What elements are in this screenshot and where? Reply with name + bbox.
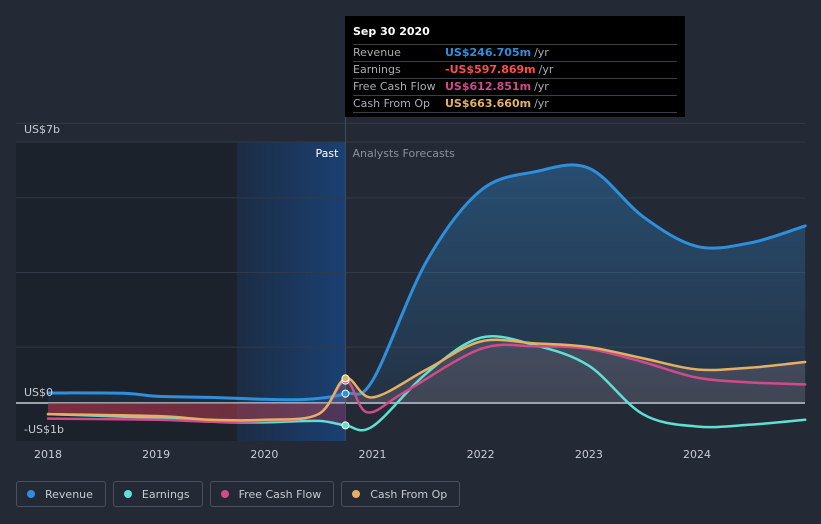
tooltip-label: Free Cash Flow <box>353 80 436 93</box>
legend-label: Revenue <box>45 487 93 501</box>
past-label: Past <box>316 147 340 160</box>
x-tick-label: 2020 <box>250 448 278 461</box>
tooltip-unit: /yr <box>538 63 554 76</box>
y-label-top: US$7b <box>24 123 60 136</box>
tooltip-row-cash-from-op: Cash From Op US$663.660m /yr <box>353 95 677 113</box>
tooltip-value: US$663.660m <box>445 97 532 110</box>
y-label-zero: US$0 <box>24 386 53 399</box>
legend-dot-icon <box>220 490 229 498</box>
legend-dot-icon <box>123 490 132 498</box>
revenue-marker <box>341 389 350 398</box>
legend-item-revenue[interactable]: Revenue <box>16 481 106 507</box>
legend-item-cash-from-op[interactable]: Cash From Op <box>341 481 461 507</box>
tooltip-date: Sep 30 2020 <box>353 25 430 38</box>
legend-dot-icon <box>27 490 35 498</box>
legend-label: Earnings <box>141 487 190 501</box>
x-tick-label: 2018 <box>34 448 62 461</box>
tooltip-row-revenue: Revenue US$246.705m /yr <box>353 44 677 61</box>
y-label-bottom: -US$1b <box>24 423 64 436</box>
legend-label: Cash From Op <box>370 487 448 501</box>
cash-from-op-marker <box>341 374 350 383</box>
tooltip-value: US$612.851m <box>445 80 532 93</box>
hover-tooltip: Sep 30 2020 Revenue US$246.705m /yr Earn… <box>345 16 685 117</box>
revenue-area <box>48 164 806 403</box>
tooltip-unit: /yr <box>534 46 549 59</box>
earnings-marker <box>341 421 350 430</box>
tooltip-label: Cash From Op <box>353 97 431 110</box>
x-tick-label: 2024 <box>683 448 711 461</box>
past-highlight-region <box>237 142 346 441</box>
forecast-label: Analysts Forecasts <box>352 147 455 160</box>
cash-from-op-line <box>46 338 807 422</box>
tooltip-unit: /yr <box>534 97 549 110</box>
legend-dot-icon <box>352 490 361 498</box>
legend-label: Free Cash Flow <box>238 487 322 501</box>
tooltip-value: -US$597.869m <box>445 63 536 76</box>
tooltip-value: US$246.705m <box>445 46 532 59</box>
free-cash-flow-line <box>46 343 807 424</box>
tooltip-row-free-cash-flow: Free Cash Flow US$612.851m /yr <box>353 78 677 95</box>
chart-legend: Revenue Earnings Free Cash Flow Cash Fro… <box>16 481 461 507</box>
tooltip-label: Revenue <box>353 46 401 59</box>
revenue-line <box>46 163 807 402</box>
x-tick-label: 2021 <box>359 448 387 461</box>
tooltip-label: Earnings <box>353 63 401 76</box>
legend-item-free-cash-flow[interactable]: Free Cash Flow <box>209 481 335 507</box>
x-tick-label: 2023 <box>575 448 603 461</box>
tooltip-unit: /yr <box>534 80 549 93</box>
legend-item-earnings[interactable]: Earnings <box>112 481 203 507</box>
tooltip-row-earnings: Earnings -US$597.869m /yr <box>353 61 677 78</box>
x-tick-label: 2019 <box>142 448 170 461</box>
x-tick-label: 2022 <box>467 448 495 461</box>
